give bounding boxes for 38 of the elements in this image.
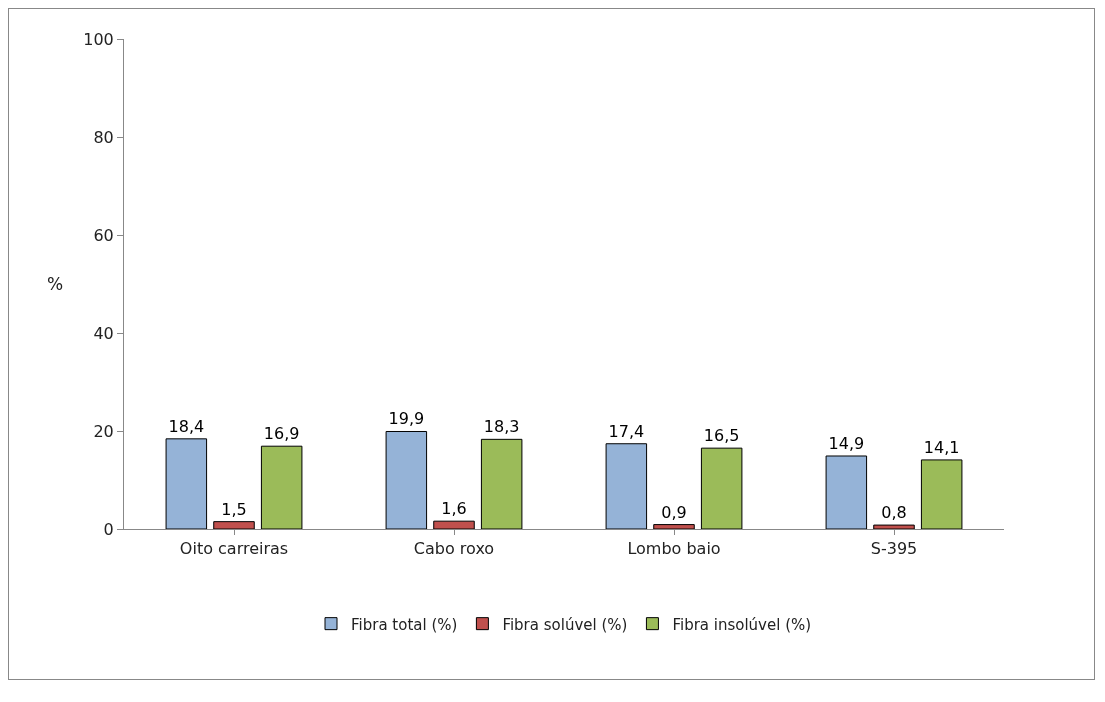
bar bbox=[873, 524, 915, 529]
data-label: 17,4 bbox=[608, 421, 645, 441]
data-label: 19,9 bbox=[388, 409, 425, 429]
y-axis-title: % bbox=[47, 274, 64, 294]
x-tick-label: Oito carreiras bbox=[179, 539, 289, 559]
legend-label: Fibra solúvel (%) bbox=[502, 615, 628, 634]
x-tick-label: Cabo roxo bbox=[413, 539, 495, 559]
y-tick-label: 60 bbox=[93, 225, 114, 245]
bar bbox=[433, 520, 475, 529]
bar bbox=[653, 524, 695, 529]
bar bbox=[385, 430, 428, 529]
bar bbox=[825, 455, 868, 529]
bar bbox=[260, 445, 303, 529]
legend-label: Fibra insolúvel (%) bbox=[672, 615, 812, 634]
legend-label: Fibra total (%) bbox=[351, 615, 458, 634]
bar bbox=[165, 438, 208, 529]
bar bbox=[920, 459, 963, 529]
y-tick-label: 40 bbox=[93, 323, 114, 343]
bar bbox=[213, 521, 255, 529]
bar bbox=[700, 447, 743, 529]
y-tick-label: 80 bbox=[93, 127, 114, 147]
data-label: 18,3 bbox=[483, 417, 520, 437]
data-label: 0,9 bbox=[661, 502, 687, 522]
y-tick-label: 100 bbox=[83, 29, 114, 49]
x-tick-label: S-395 bbox=[870, 539, 918, 559]
data-label: 1,6 bbox=[441, 499, 467, 519]
x-tick-label: Lombo baio bbox=[627, 539, 721, 559]
data-label: 14,9 bbox=[828, 433, 865, 453]
bar bbox=[480, 438, 523, 529]
y-tick-label: 0 bbox=[103, 519, 114, 539]
bar bbox=[605, 443, 648, 529]
data-label: 14,1 bbox=[923, 437, 960, 457]
data-label: 16,9 bbox=[263, 424, 300, 444]
data-label: 18,4 bbox=[168, 416, 205, 436]
data-label: 1,5 bbox=[221, 499, 247, 519]
data-label: 16,5 bbox=[703, 426, 740, 446]
data-label: 0,8 bbox=[881, 503, 907, 523]
y-tick-label: 20 bbox=[93, 421, 114, 441]
